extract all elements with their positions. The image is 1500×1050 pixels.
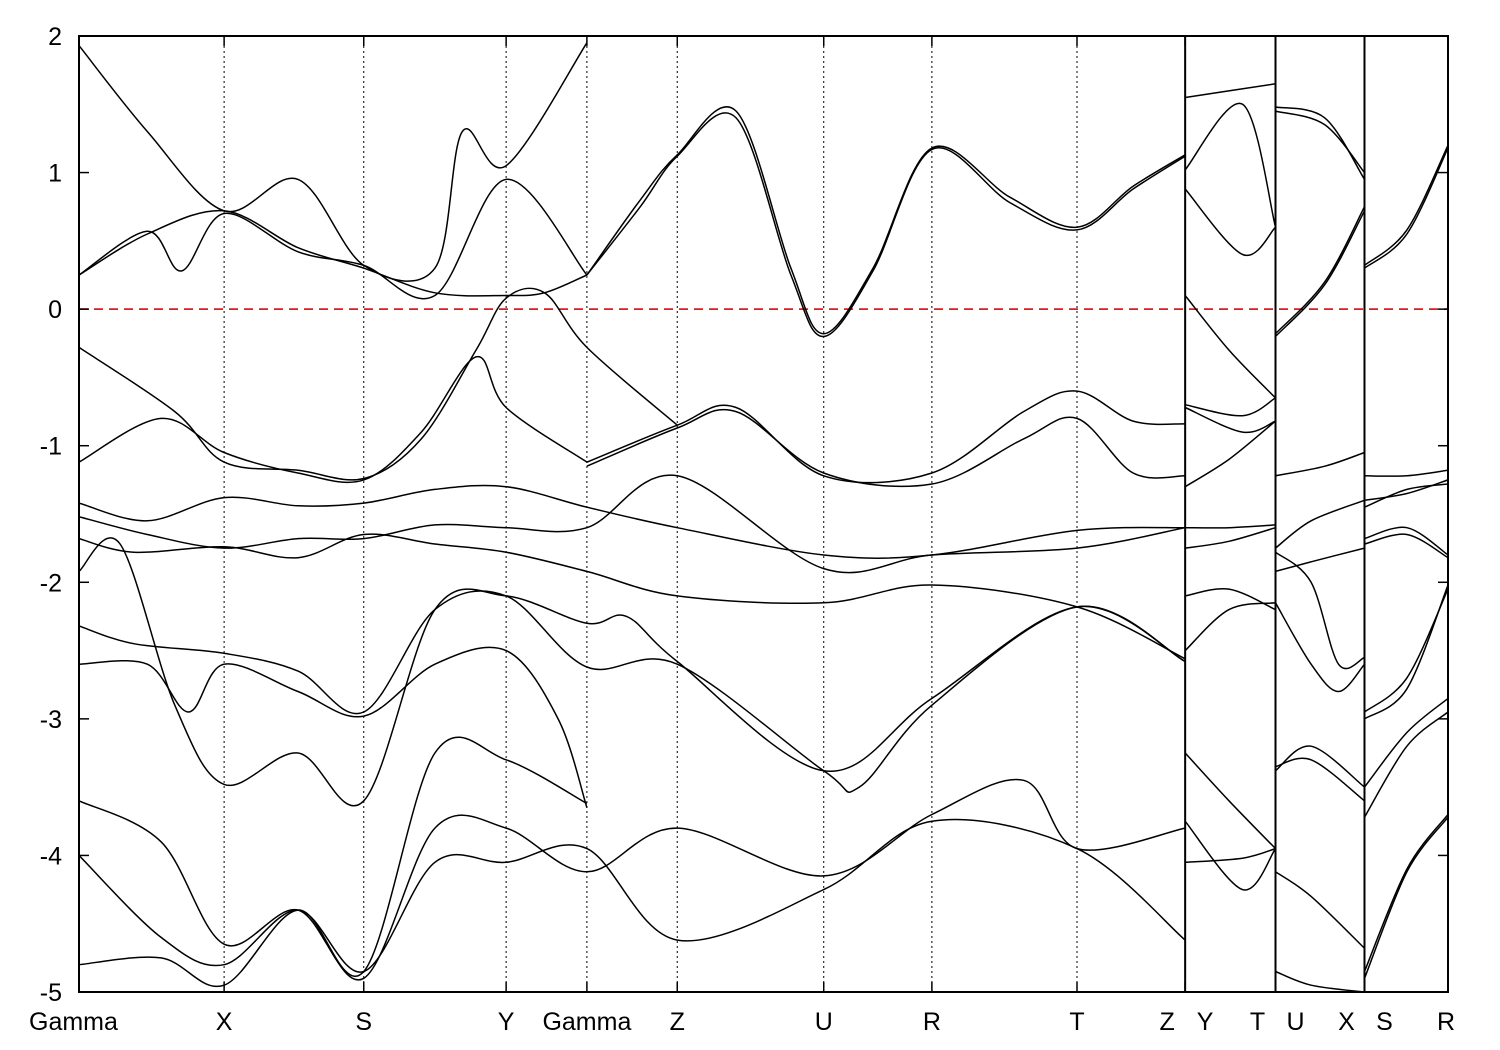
band-lines <box>79 42 1448 992</box>
band-line-16 <box>79 818 1186 973</box>
kpoint-label: Z <box>1160 1008 1175 1036</box>
band-line-23 <box>1184 406 1276 434</box>
band-line-36 <box>1275 451 1365 477</box>
y-tick-label: 0 <box>48 296 62 324</box>
kpoint-label: U <box>815 1008 833 1036</box>
band-line-35 <box>1274 210 1366 338</box>
plot-frame <box>78 35 1449 993</box>
band-line-38 <box>1275 547 1365 573</box>
band-line-52 <box>1364 588 1448 713</box>
band-line-5 <box>79 287 678 481</box>
band-line-19 <box>1184 102 1277 228</box>
band-line-55 <box>1363 711 1448 818</box>
band-line-29 <box>1184 752 1277 850</box>
kpoint-labels: Gamma X S Y Gamma Z U R T Z Y T U X S R <box>29 1008 1455 1036</box>
band-line-44 <box>1275 970 1365 992</box>
band-line-2 <box>79 42 588 282</box>
kpoint-label: Gamma <box>29 1008 118 1036</box>
band-line-0 <box>79 209 588 297</box>
band-line-37 <box>1275 499 1365 549</box>
y-tick-labels: 2 1 0 -1 -2 -3 -4 -5 <box>40 23 62 1007</box>
kpoint-separators <box>223 36 1366 992</box>
band-line-26 <box>1185 526 1276 549</box>
band-line-30 <box>1184 820 1277 891</box>
band-line-41 <box>1275 745 1365 788</box>
kpoint-label: R <box>923 1008 941 1036</box>
band-line-46 <box>1364 144 1448 266</box>
y-tick-label: -2 <box>40 569 62 597</box>
band-line-47 <box>1364 469 1448 477</box>
kpoint-label: T <box>1069 1008 1084 1036</box>
band-line-4 <box>586 112 1186 338</box>
band-line-6 <box>79 356 588 484</box>
kpoint-label: T <box>1250 1008 1265 1036</box>
kpoint-label: U <box>1286 1008 1304 1036</box>
y-tick-label: 1 <box>48 160 62 188</box>
band-line-33 <box>1275 110 1366 174</box>
band-line-39 <box>1275 551 1365 670</box>
band-line-18 <box>1185 83 1276 99</box>
band-line-49 <box>1364 483 1448 508</box>
band-line-50 <box>1364 526 1448 556</box>
y-tick-label: -4 <box>40 842 62 870</box>
band-line-56 <box>1363 814 1448 972</box>
band-line-27 <box>1185 587 1276 611</box>
band-line-1 <box>79 178 588 300</box>
band-line-51 <box>1364 533 1448 559</box>
band-line-11 <box>79 533 1186 660</box>
kpoint-label: Y <box>498 1008 515 1036</box>
band-line-8 <box>586 408 1186 488</box>
band-line-25 <box>1185 524 1276 529</box>
band-line-31 <box>1185 847 1276 864</box>
y-tick-label: -3 <box>40 706 62 734</box>
y-tick-label: 2 <box>48 23 62 51</box>
y-tick-label: -1 <box>40 433 62 461</box>
y-tick-label: -5 <box>40 979 62 1007</box>
kpoint-label: Y <box>1197 1008 1214 1036</box>
kpoint-label: Z <box>670 1008 685 1036</box>
band-line-17 <box>79 736 588 988</box>
kpoint-label: Gamma <box>542 1008 631 1036</box>
band-line-34 <box>1274 206 1366 335</box>
band-line-54 <box>1363 697 1448 788</box>
kpoint-label: X <box>216 1008 233 1036</box>
band-line-3 <box>586 106 1186 335</box>
band-line-21 <box>1184 295 1277 399</box>
band-line-42 <box>1275 757 1365 802</box>
band-line-28 <box>1184 602 1276 652</box>
band-line-20 <box>1184 188 1277 257</box>
band-line-22 <box>1185 397 1276 417</box>
kpoint-label: R <box>1437 1008 1455 1036</box>
kpoint-label: S <box>1376 1008 1393 1036</box>
band-line-43 <box>1275 871 1366 949</box>
band-line-10 <box>79 474 1186 574</box>
band-line-12 <box>79 537 1186 807</box>
band-line-13 <box>79 590 1186 794</box>
band-line-24 <box>1184 420 1276 488</box>
band-line-53 <box>1364 584 1448 720</box>
band-line-40 <box>1274 602 1366 693</box>
band-line-15 <box>79 778 1186 981</box>
band-line-45 <box>1364 147 1448 269</box>
band-line-14 <box>79 646 588 808</box>
band-line-9 <box>79 484 1186 559</box>
band-line-7 <box>586 390 1186 484</box>
band-line-57 <box>1363 816 1448 979</box>
band-line-32 <box>1275 106 1366 180</box>
kpoint-label: S <box>355 1008 372 1036</box>
kpoint-label: X <box>1338 1008 1355 1036</box>
band-line-48 <box>1364 479 1448 502</box>
